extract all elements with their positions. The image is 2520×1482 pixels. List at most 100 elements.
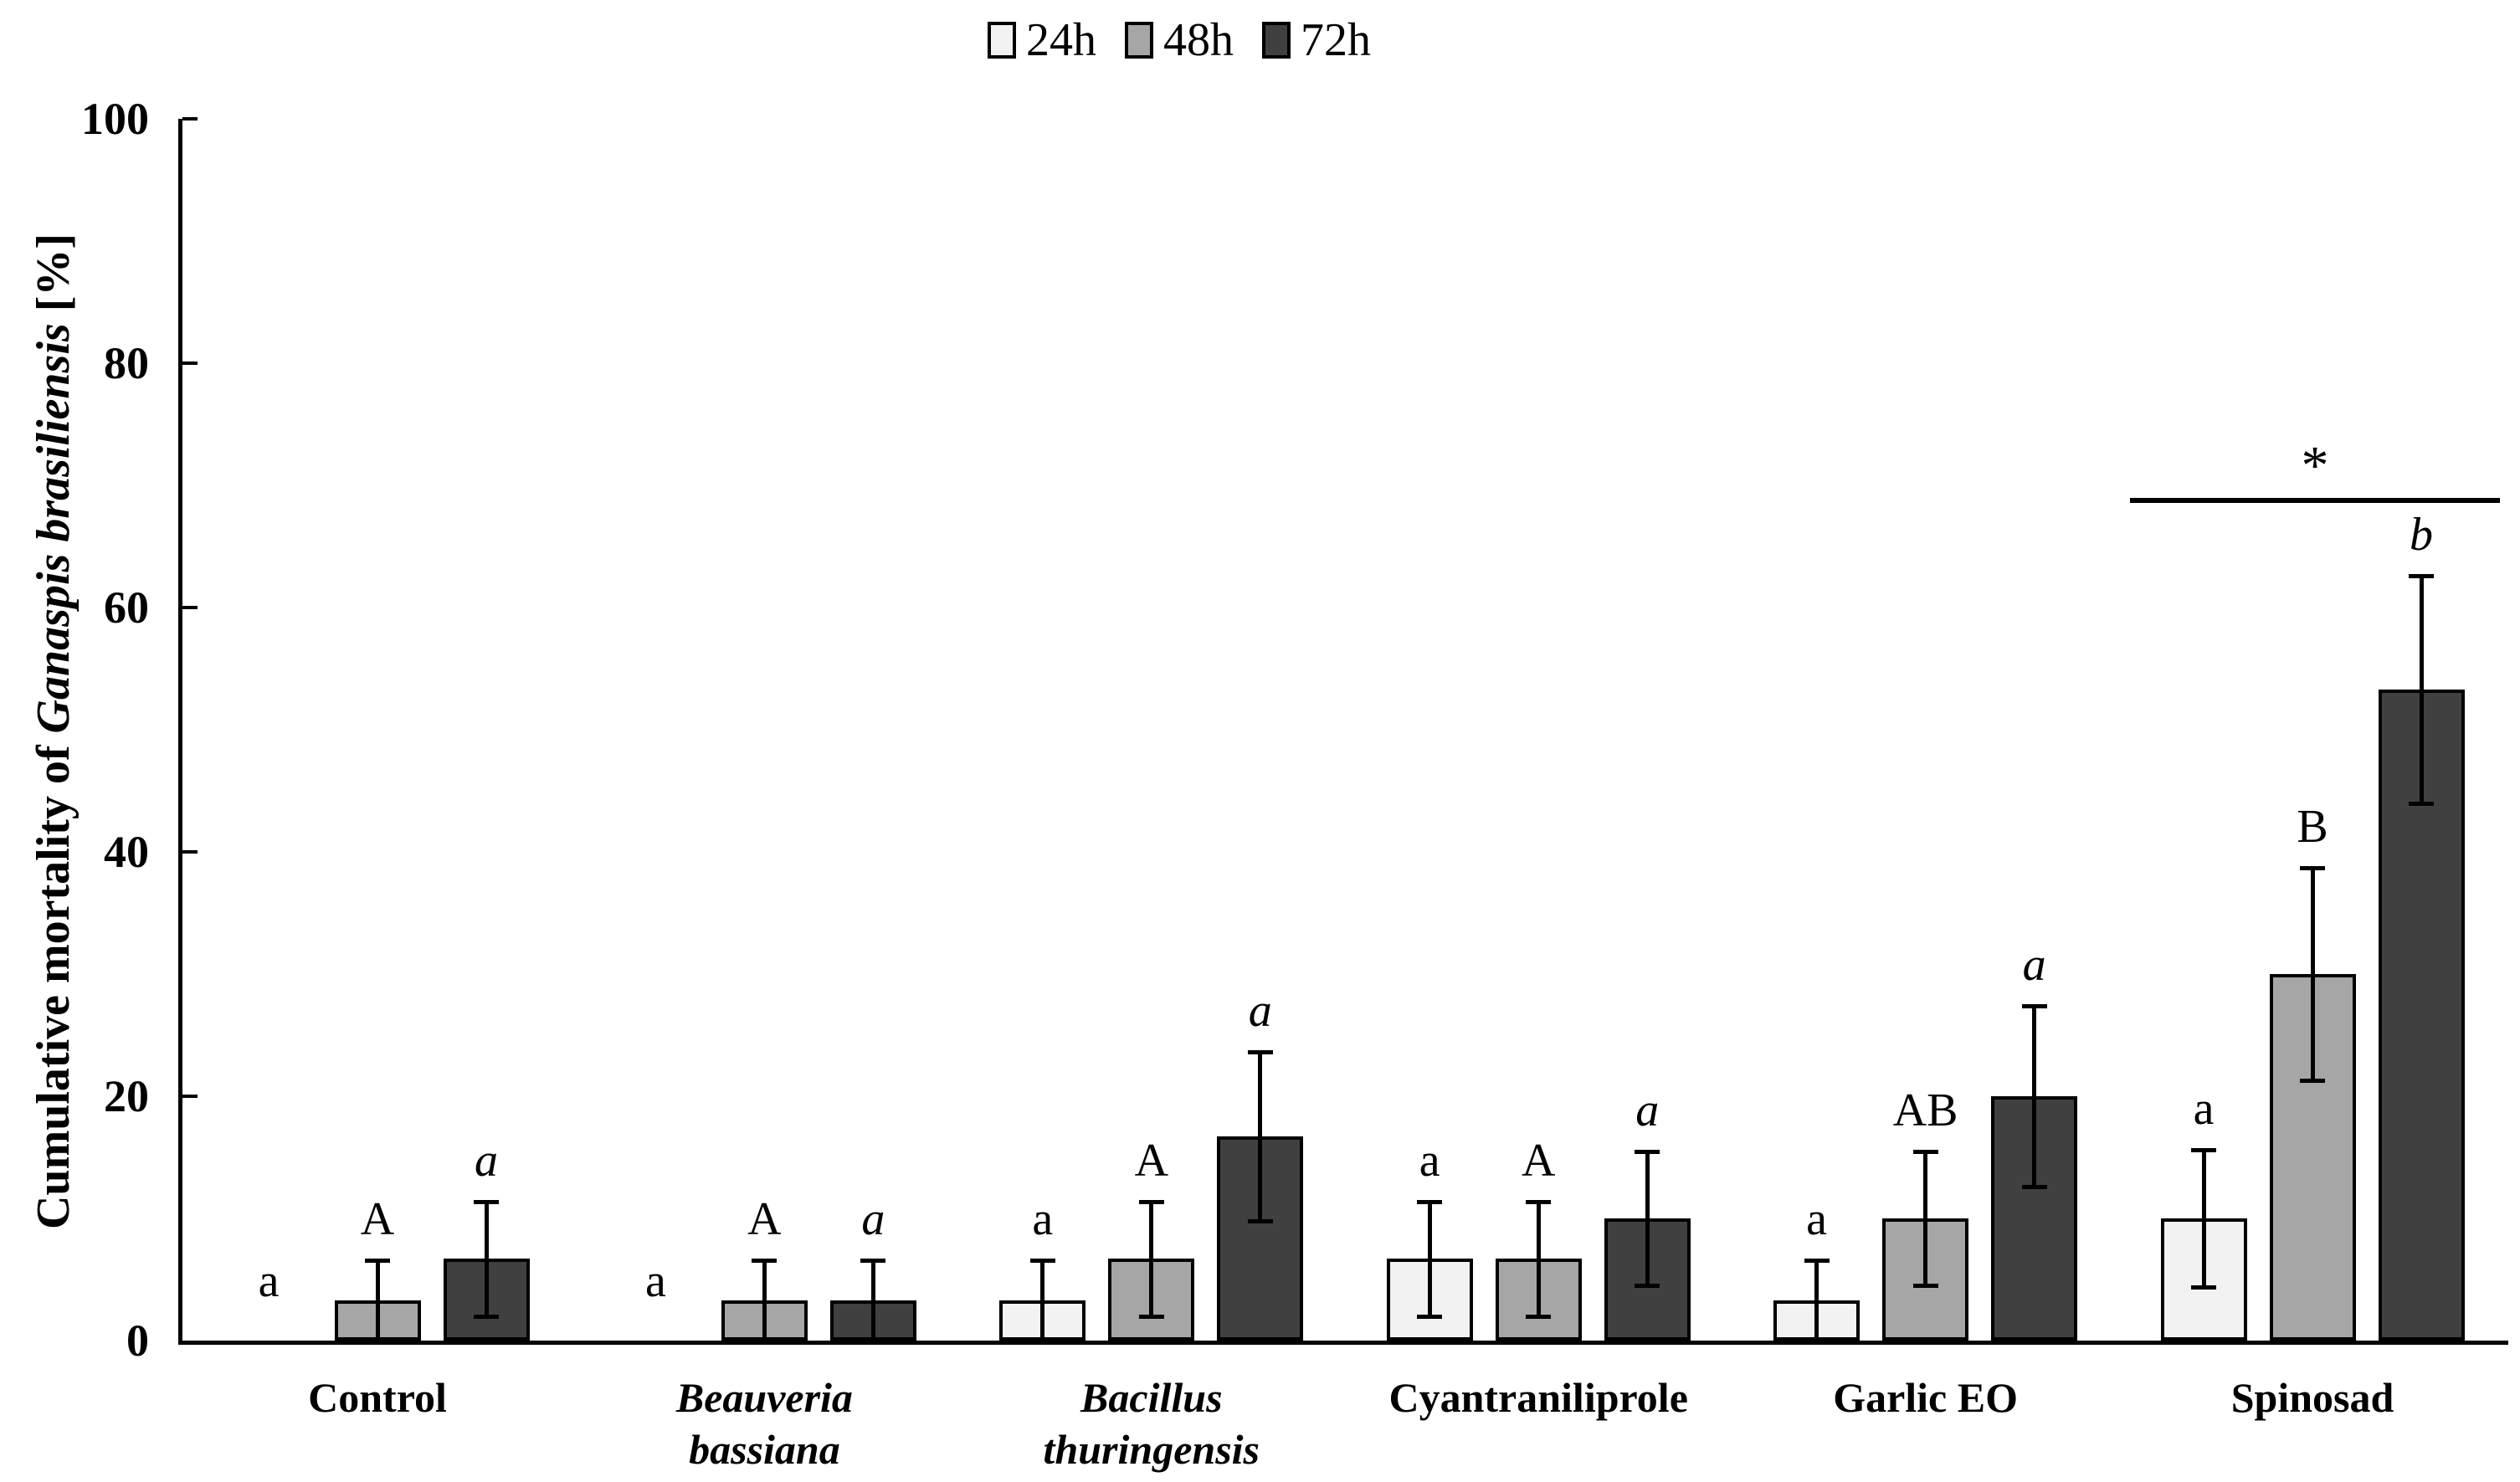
error-cap-bottom (1247, 1218, 1273, 1223)
x-axis-line (178, 1341, 2508, 1345)
error-cap-top (1912, 1149, 1938, 1154)
error-cap-top (1029, 1258, 1055, 1263)
letter-spinosad-48h: B (2297, 800, 2328, 853)
error-cap-top (1417, 1199, 1443, 1204)
error-cap-top (2409, 574, 2434, 579)
y-axis-title-suffix: [%] (28, 233, 80, 324)
error-bar-cyantraniliprole-72h (1645, 1151, 1650, 1286)
error-cap-bottom (1912, 1284, 1938, 1289)
y-tick-mark (182, 850, 198, 854)
error-cap-top (2191, 1148, 2216, 1153)
legend: 24h 48h 72h (988, 15, 1371, 65)
error-bar-spinosad-72h (2419, 576, 2424, 803)
error-bar-beauveria-bassiana-72h (870, 1259, 875, 1341)
error-cap-top (752, 1258, 778, 1263)
category-label-cyantraniliprole: Cyantraniliprole (1388, 1374, 1688, 1421)
error-cap-top (1138, 1199, 1164, 1204)
letter-control-48h: A (360, 1192, 395, 1245)
letter-garlic-eo-24h: a (1806, 1192, 1828, 1245)
category-label-bacillus-thuringensis-line1: Bacillus (1080, 1374, 1223, 1421)
error-bar-control-72h (484, 1201, 489, 1316)
error-bar-cyantraniliprole-24h (1427, 1201, 1432, 1316)
significance-line (2130, 497, 2500, 503)
letter-bacillus-thuringensis-72h: a (1248, 985, 1272, 1038)
y-tick-mark (182, 117, 198, 121)
letter-beauveria-bassiana-24h: a (644, 1255, 666, 1307)
y-tick-mark (182, 1095, 198, 1098)
error-bar-garlic-eo-24h (1814, 1259, 1819, 1341)
error-bar-bacillus-thuringensis-48h (1149, 1201, 1154, 1316)
error-cap-top (365, 1258, 390, 1263)
error-cap-bottom (2021, 1185, 2047, 1190)
error-bar-bacillus-thuringensis-24h (1040, 1259, 1045, 1341)
y-axis-line (178, 119, 182, 1345)
y-tick-label: 60 (104, 582, 149, 633)
error-cap-bottom (2191, 1285, 2216, 1290)
error-cap-top (1804, 1258, 1830, 1263)
error-bar-bacillus-thuringensis-72h (1258, 1052, 1263, 1221)
error-bar-beauveria-bassiana-48h (762, 1259, 767, 1341)
legend-swatch-72h (1262, 22, 1291, 59)
error-bar-garlic-eo-72h (2032, 1005, 2037, 1187)
error-bar-garlic-eo-48h (1923, 1151, 1928, 1286)
legend-swatch-48h (1125, 22, 1153, 59)
letter-cyantraniliprole-72h: a (1635, 1084, 1660, 1136)
error-cap-top (474, 1199, 499, 1204)
significance-asterisk: * (2301, 434, 2329, 496)
letter-bacillus-thuringensis-48h: A (1134, 1134, 1169, 1187)
category-label-beauveria-bassiana-line1: Beauveria (675, 1374, 853, 1421)
legend-swatch-24h (988, 22, 1016, 59)
letter-garlic-eo-48h: AB (1892, 1084, 1958, 1136)
y-tick-label: 40 (104, 827, 149, 877)
error-cap-bottom (1804, 1339, 1830, 1343)
letter-beauveria-bassiana-72h: a (861, 1192, 885, 1245)
y-tick-mark (182, 362, 198, 365)
letter-spinosad-24h: a (2193, 1083, 2215, 1136)
y-axis-title-prefix: Cumulative mortality of (28, 733, 80, 1230)
error-cap-bottom (752, 1339, 778, 1343)
error-cap-top (1635, 1149, 1660, 1154)
error-cap-bottom (1029, 1339, 1055, 1343)
error-cap-top (860, 1258, 886, 1263)
letter-bacillus-thuringensis-24h: a (1032, 1192, 1054, 1245)
error-bar-cyantraniliprole-48h (1536, 1201, 1541, 1316)
category-label-garlic-eo: Garlic EO (1833, 1374, 2018, 1421)
error-cap-bottom (1635, 1284, 1660, 1289)
letter-control-72h: a (475, 1134, 498, 1187)
letter-spinosad-72h: b (2410, 509, 2433, 562)
legend-label: 24h (1026, 14, 1096, 66)
error-cap-bottom (1526, 1314, 1552, 1319)
letter-beauveria-bassiana-48h: A (747, 1192, 782, 1245)
bar-garlic-eo-72h (1991, 1096, 2078, 1341)
letter-garlic-eo-72h: a (2022, 938, 2046, 991)
error-cap-bottom (365, 1339, 390, 1343)
error-cap-top (1247, 1050, 1273, 1055)
letter-control-24h: a (258, 1255, 280, 1307)
category-label-spinosad: Spinosad (2230, 1374, 2394, 1421)
legend-item-48h: 48h (1125, 15, 1234, 65)
error-bar-control-48h (375, 1259, 380, 1341)
y-axis-title: Cumulative mortality of Ganaspis brasili… (27, 104, 80, 1359)
error-bar-spinosad-48h (2310, 867, 2315, 1080)
y-tick-label: 0 (126, 1315, 149, 1366)
error-cap-top (2021, 1003, 2047, 1008)
letter-cyantraniliprole-24h: a (1419, 1134, 1440, 1187)
legend-item-24h: 24h (988, 15, 1096, 65)
error-cap-bottom (860, 1339, 886, 1343)
error-cap-top (1526, 1199, 1552, 1204)
error-cap-bottom (1417, 1314, 1443, 1319)
error-cap-bottom (1138, 1314, 1164, 1319)
category-label-beauveria-bassiana-line2: bassiana (689, 1426, 840, 1473)
y-tick-mark (182, 606, 198, 609)
letter-cyantraniliprole-48h: A (1521, 1134, 1556, 1187)
legend-label: 72h (1301, 14, 1371, 66)
y-tick-label: 20 (104, 1071, 149, 1121)
error-cap-bottom (474, 1314, 499, 1319)
legend-label: 48h (1163, 14, 1234, 66)
legend-item-72h: 72h (1262, 15, 1371, 65)
error-cap-bottom (2300, 1079, 2325, 1084)
error-cap-bottom (2409, 801, 2434, 806)
y-tick-label: 100 (81, 94, 149, 144)
category-label-control: Control (308, 1374, 447, 1421)
